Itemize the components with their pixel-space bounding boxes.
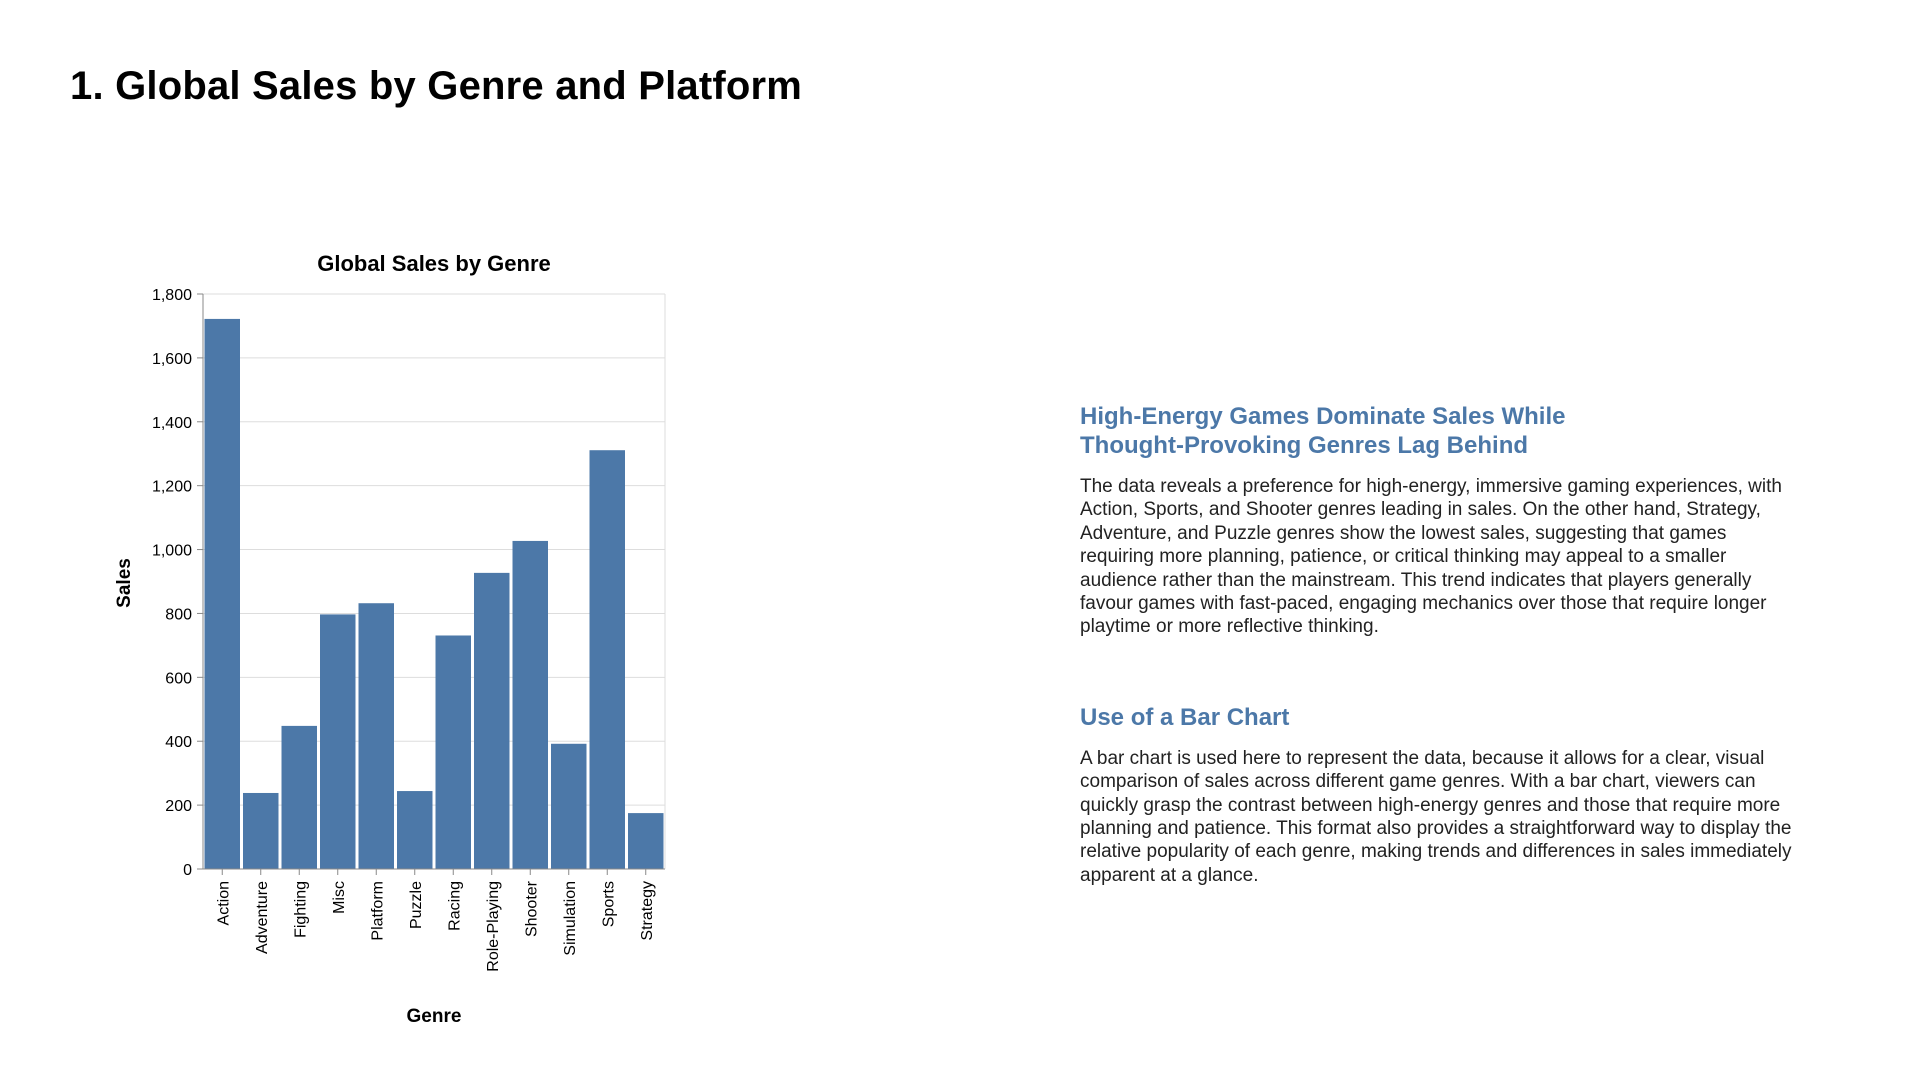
y-tick-label: 200 [165,798,192,815]
y-tick-label: 1,200 [152,479,192,496]
page-title: 1. Global Sales by Genre and Platform [70,64,803,108]
bar [512,540,548,869]
y-tick-label: 0 [183,862,192,879]
x-tick-label: Misc [331,881,348,914]
bar [204,318,240,870]
section-heading: Use of a Bar Chart [1080,703,1290,731]
section-heading: High-Energy Games Dominate Sales While T… [1080,403,1566,459]
x-tick-label: Adventure [254,881,271,954]
x-tick-label: Action [215,881,232,925]
chart-choice-section: Use of a Bar Chart A bar chart is used h… [1080,703,1800,887]
bar [397,791,433,869]
bar-layer [204,318,664,870]
y-tick-label: 1,600 [152,351,192,368]
bar [358,603,394,869]
x-tick-label: Fighting [292,881,309,938]
x-tick-label: Puzzle [408,881,425,929]
bar [474,572,510,869]
insight-section: High-Energy Games Dominate Sales While T… [1080,402,1800,639]
y-tick-label: 1,000 [152,543,192,560]
bar [628,813,664,869]
y-tick-label: 1,400 [152,415,192,432]
insights-panel: High-Energy Games Dominate Sales While T… [1080,402,1800,887]
bar [435,635,471,869]
bar [551,743,587,869]
section-body: The data reveals a preference for high-e… [1080,476,1782,638]
x-tick-label: Platform [369,881,386,941]
bar-chart: 0 200 400 600 800 1,000 1,200 1,400 1,600 1,800 Ac… [114,251,666,1027]
axis-layer: 0 200 400 600 800 1,000 1,200 1,400 1,600 1,800 Ac… [152,287,665,972]
x-tick-label: Role-Playing [485,881,502,972]
bar [320,614,356,869]
y-tick-label: 1,800 [152,287,192,304]
x-tick-label: Racing [446,881,463,931]
x-tick-label: Strategy [639,881,656,941]
x-axis-label: Genre [407,1006,462,1027]
section-body: A bar chart is used here to represent th… [1080,747,1792,886]
y-tick-label: 600 [165,670,192,687]
bar [589,450,625,869]
y-axis-label: Sales [114,558,135,608]
x-tick-label: Simulation [562,881,579,956]
y-tick-label: 800 [165,606,192,623]
x-tick-label: Shooter [523,880,540,937]
y-tick-label: 400 [165,734,192,751]
grid-layer [203,293,666,870]
bar [243,792,279,869]
chart-title: Global Sales by Genre [317,251,551,276]
bar [281,725,317,869]
x-tick-label: Sports [600,881,617,927]
